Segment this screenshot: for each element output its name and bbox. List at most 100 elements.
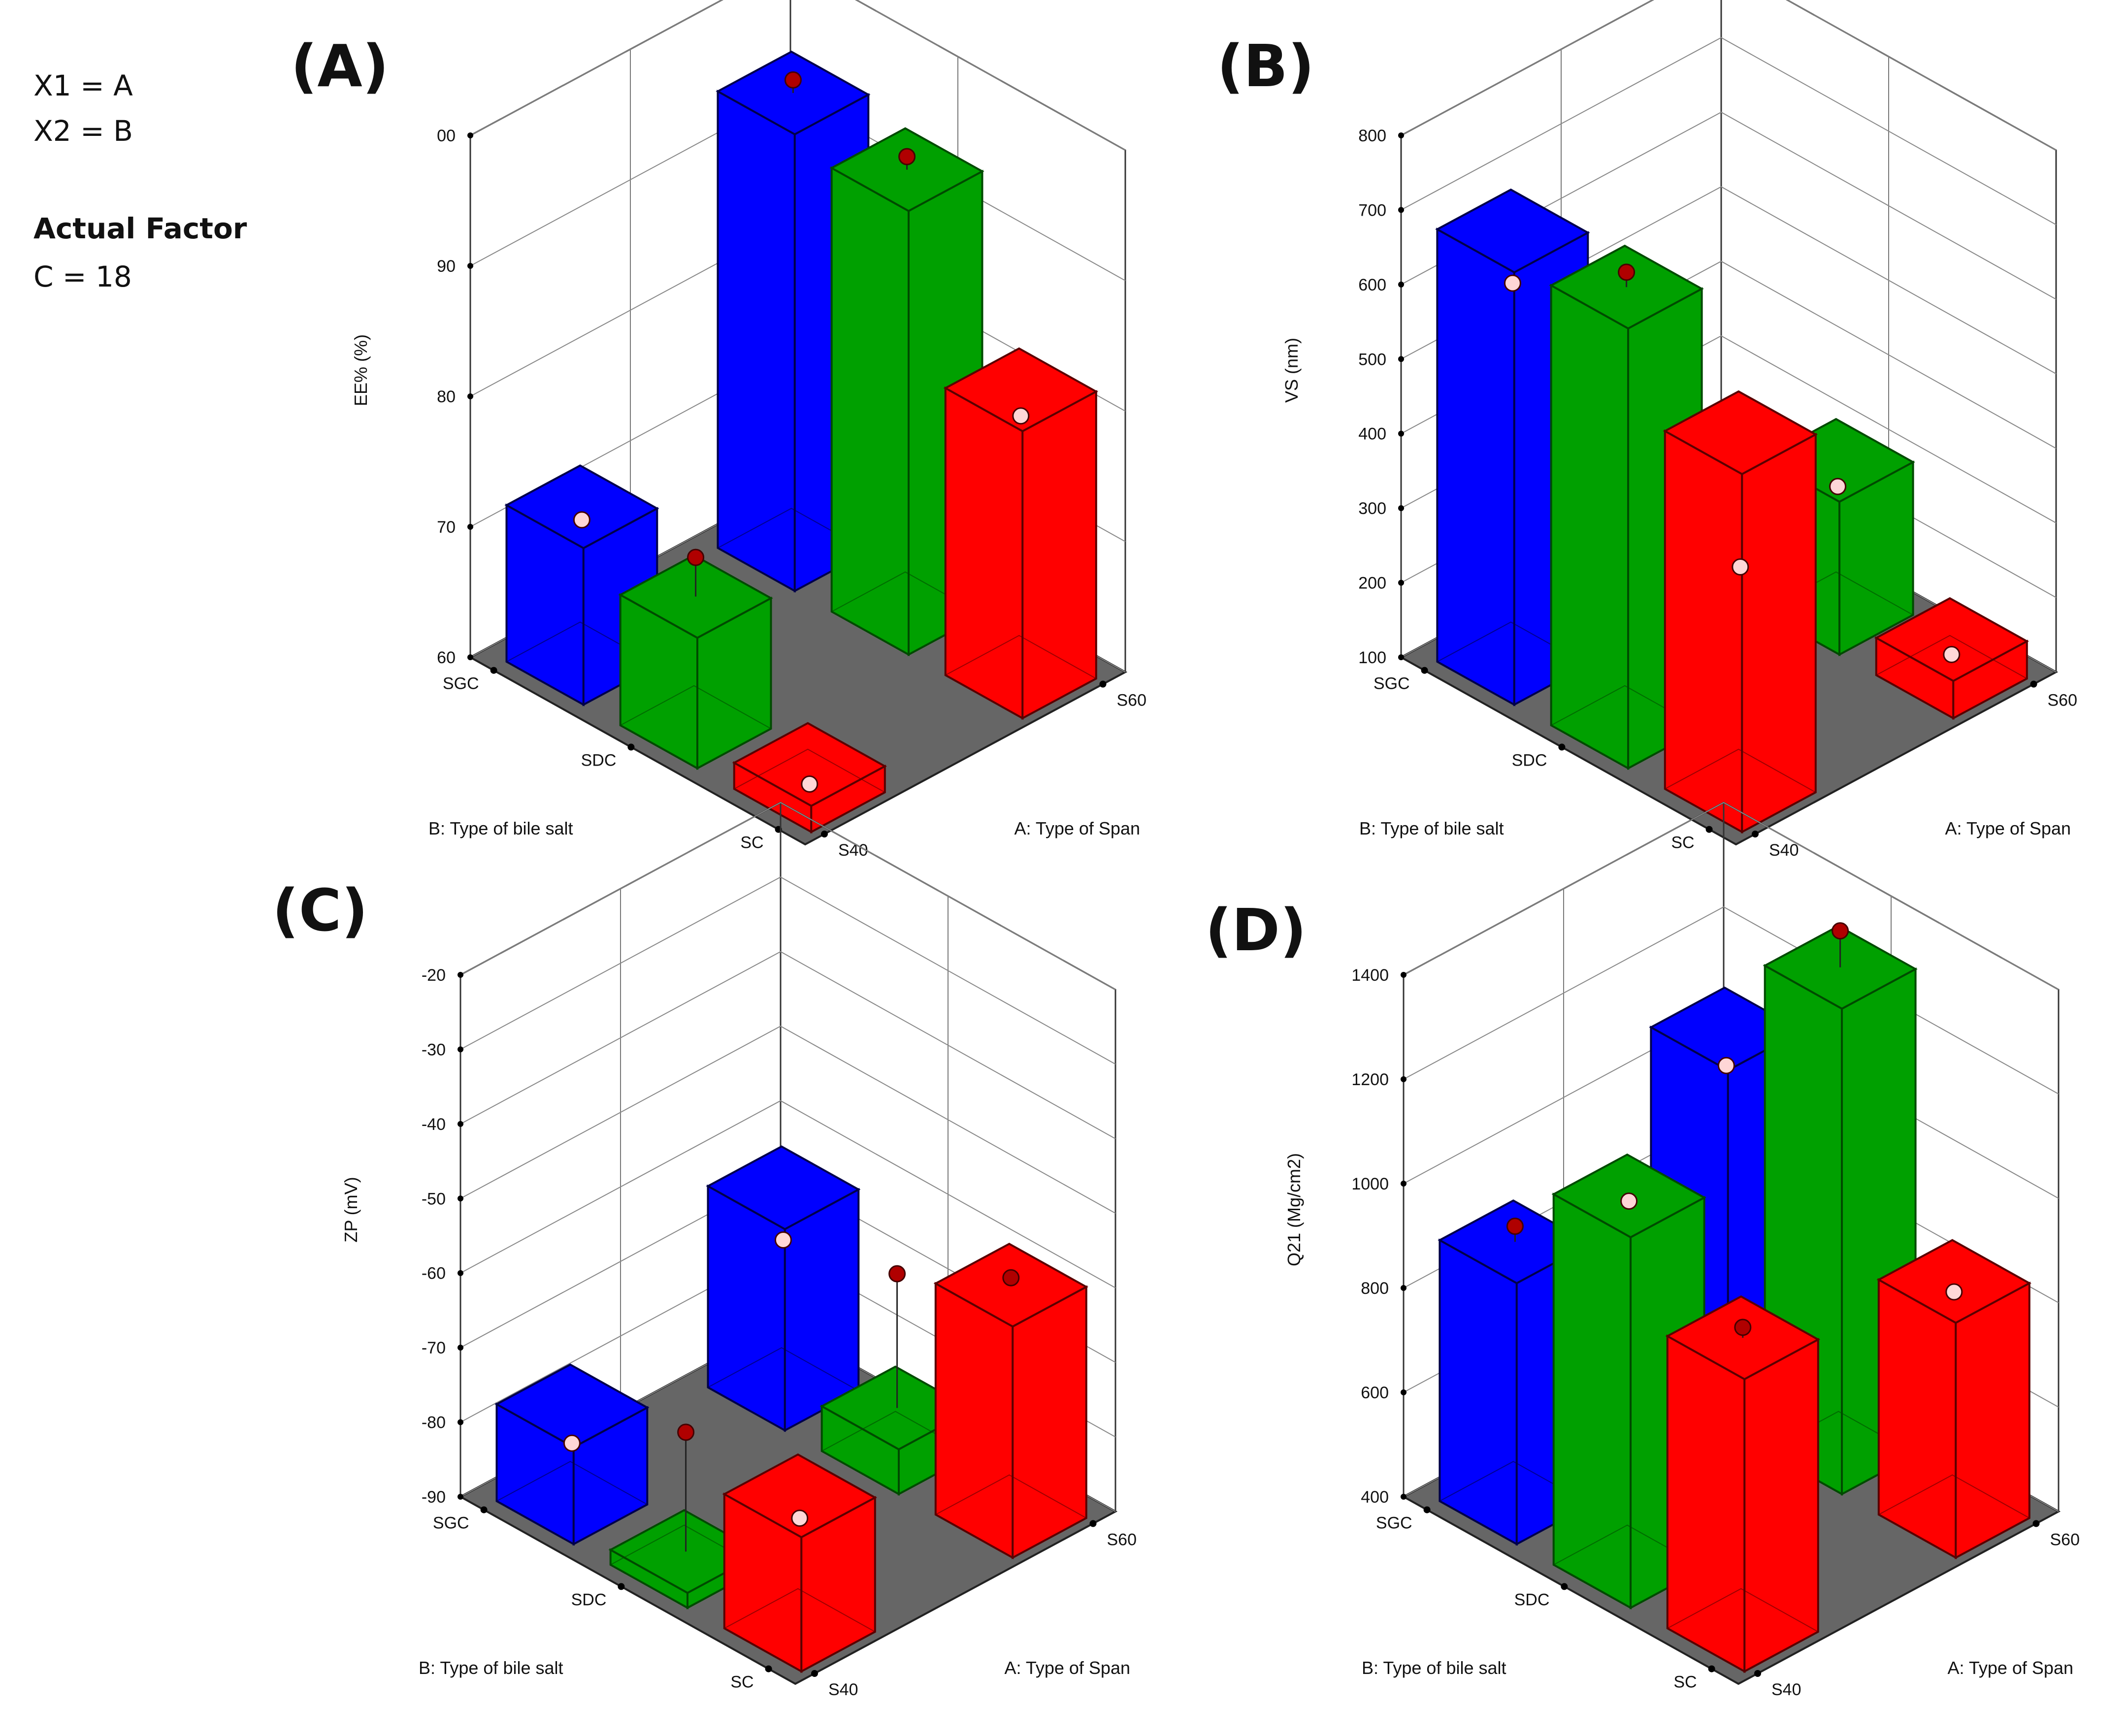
bile-tick-mark xyxy=(1708,1665,1715,1672)
z-tick-label: 600 xyxy=(1361,1383,1389,1402)
z-tick-mark xyxy=(467,654,473,660)
span-tick-mark xyxy=(821,831,828,837)
span-tick-label: S40 xyxy=(828,1680,858,1699)
bar-SC-S40 xyxy=(722,1453,877,1673)
bar-edge xyxy=(1878,1474,2030,1519)
z-gridline xyxy=(470,0,1126,151)
bar-face-top xyxy=(1665,1295,1820,1381)
z-tick-mark xyxy=(1401,1285,1407,1291)
z-tick-label: -70 xyxy=(422,1339,446,1357)
bar-face-left xyxy=(830,166,910,656)
z-gridline xyxy=(1403,802,2059,990)
z-tick-label: 1400 xyxy=(1351,966,1389,985)
bar-SGC-S40 xyxy=(494,1363,650,1546)
bar-edge xyxy=(1665,748,1816,793)
z-tick-mark xyxy=(467,263,473,269)
bar-edge xyxy=(734,748,885,793)
z-tick-label: 800 xyxy=(1361,1279,1389,1298)
bar-face-top xyxy=(722,1453,877,1539)
z-tick-mark xyxy=(458,1121,463,1127)
bile-tick-mark xyxy=(1558,743,1566,751)
span-tick-label: S60 xyxy=(2048,691,2078,710)
legend-x1: X1 = A xyxy=(33,69,133,102)
design-point xyxy=(774,1231,792,1249)
z-tick-mark xyxy=(1398,579,1404,586)
bar-face-right xyxy=(1743,1338,1819,1673)
design-point xyxy=(1012,407,1030,425)
z-tick-label: 200 xyxy=(1358,574,1386,593)
z-tick-mark xyxy=(1401,1181,1407,1187)
bar-edge xyxy=(724,1588,876,1633)
z-tick-mark xyxy=(1398,505,1404,512)
bile-tick-label: SGC xyxy=(1374,675,1410,693)
design-point xyxy=(563,1434,581,1452)
bar-edge xyxy=(935,1474,1087,1519)
bile-tick-mark xyxy=(618,1583,625,1590)
z-tick-label: 500 xyxy=(1358,350,1386,369)
z-tick-label: 800 xyxy=(1358,127,1386,145)
z-tick-mark xyxy=(1401,1389,1407,1395)
panel-title: (C) xyxy=(272,876,368,944)
chart-panel-3: -20 -30 -40 -50 -60 -70 -80 -90 ZP (mV) (C) SGC SDC… xyxy=(272,802,1137,1699)
z-tick-mark xyxy=(458,1195,463,1202)
z-tick-mark xyxy=(458,1270,463,1276)
bar-SC-S40 xyxy=(1665,1295,1820,1673)
design-point xyxy=(784,71,802,89)
z-tick-mark xyxy=(458,972,463,978)
z-tick-mark xyxy=(1398,132,1404,138)
z-tick-label: 90 xyxy=(437,257,456,276)
span-tick-label: S60 xyxy=(2050,1531,2080,1549)
z-tick-mark xyxy=(1398,281,1404,288)
z-gridline xyxy=(1401,0,2057,151)
x-axis-label: B: Type of bile salt xyxy=(419,1658,563,1678)
design-point xyxy=(1618,263,1636,281)
bar-face-right xyxy=(1012,1285,1087,1560)
back-wall-frame xyxy=(1400,0,2057,672)
bar-SGC-S60 xyxy=(706,1145,861,1432)
span-tick-mark xyxy=(1754,1670,1761,1677)
bar-SC-S60 xyxy=(1876,1239,2031,1560)
z-tick-label: 00 xyxy=(437,127,456,145)
design-point xyxy=(1504,274,1521,292)
panel-title: (D) xyxy=(1205,896,1307,964)
bar-face-top xyxy=(1876,1239,2031,1324)
design-point xyxy=(1620,1192,1638,1210)
z-tick-mark xyxy=(1398,356,1404,362)
z-tick-mark xyxy=(458,1494,463,1500)
bar-face-right xyxy=(1741,433,1817,834)
y-axis-label: A: Type of Span xyxy=(1945,818,2071,838)
z-tick-label: -90 xyxy=(422,1488,446,1507)
span-tick-label: S40 xyxy=(1769,841,1799,860)
chart-panel-1: 00 90 80 70 60 EE% (%) (A) SGC SDC SC S40 S60 B: Typ… xyxy=(291,0,1146,860)
span-tick-label: S40 xyxy=(838,841,868,860)
z-axis-label: EE% (%) xyxy=(351,334,371,406)
y-axis-label: A: Type of Span xyxy=(1947,1658,2073,1678)
bar-SC-S60 xyxy=(933,1243,1088,1560)
bar-edge xyxy=(945,635,1097,679)
legend-actual-factor-title: Actual Factor xyxy=(33,212,247,245)
bar-edge xyxy=(1876,635,2028,679)
z-gridline xyxy=(460,1026,1116,1214)
design-point xyxy=(1945,1283,1963,1301)
z-axis-label: VS (nm) xyxy=(1281,338,1302,403)
design-point xyxy=(1506,1218,1524,1235)
bar-face-left xyxy=(1552,1192,1632,1610)
z-axis-label: Q21 (Mg/cm2) xyxy=(1284,1153,1304,1266)
bar-face-top xyxy=(732,722,887,807)
span-tick-label: S40 xyxy=(1771,1680,1801,1699)
design-point xyxy=(687,548,705,566)
span-tick-label: S60 xyxy=(1117,691,1147,710)
bile-tick-label: SC xyxy=(1673,1673,1697,1692)
z-tick-mark xyxy=(458,1419,463,1425)
z-tick-mark xyxy=(467,393,473,399)
bar-face-right xyxy=(1955,1281,2030,1560)
bile-tick-mark xyxy=(627,743,635,751)
chart-panel-4: 1400 1200 1000 800 600 400 Q21 (Mg/cm2) (D) SGC S… xyxy=(1205,802,2080,1699)
bile-tick-mark xyxy=(1421,667,1428,674)
panel-title: (A) xyxy=(291,32,389,100)
bile-tick-label: SDC xyxy=(1512,751,1547,770)
design-point xyxy=(677,1423,695,1441)
bar-face-left xyxy=(934,1282,1014,1560)
z-tick-mark xyxy=(1401,1494,1407,1500)
z-tick-label: -20 xyxy=(422,966,446,985)
